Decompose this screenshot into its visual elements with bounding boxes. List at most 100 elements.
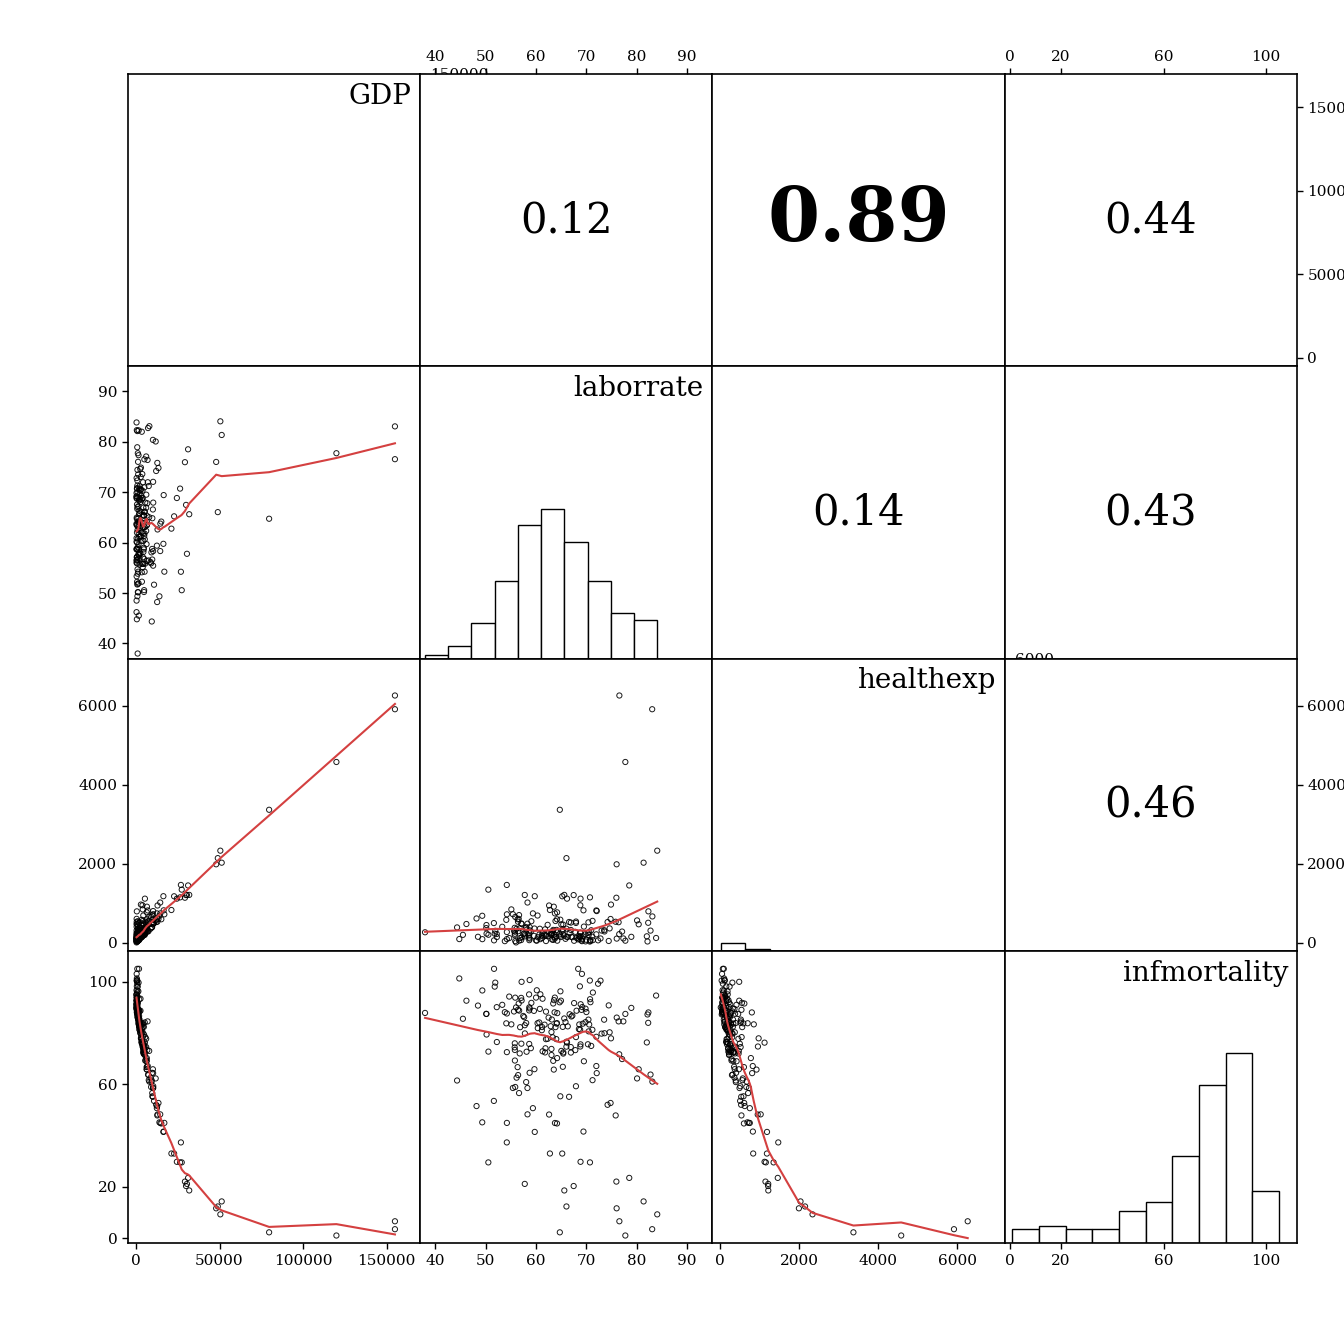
Point — [742, 1121, 763, 1142]
Point — [757, 1142, 778, 1164]
Point — [504, 917, 526, 938]
Point — [126, 926, 148, 948]
Point — [138, 415, 160, 437]
Point — [128, 930, 149, 952]
Point — [550, 909, 571, 930]
Point — [130, 478, 152, 500]
Point — [590, 927, 612, 949]
Point — [711, 1001, 732, 1023]
Point — [141, 548, 163, 570]
Point — [728, 1043, 750, 1064]
Point — [718, 1012, 739, 1034]
Point — [723, 1067, 745, 1089]
Point — [133, 1012, 155, 1034]
Point — [728, 1059, 750, 1081]
Point — [645, 927, 667, 949]
Bar — [1012, 1228, 1039, 1243]
Point — [138, 910, 160, 931]
Point — [582, 930, 603, 952]
Point — [716, 1032, 738, 1054]
Point — [551, 886, 573, 907]
Point — [134, 1044, 156, 1066]
Point — [126, 926, 148, 948]
Point — [613, 927, 634, 949]
Point — [758, 1173, 780, 1195]
Point — [593, 919, 614, 941]
Point — [133, 1016, 155, 1038]
Point — [712, 986, 734, 1008]
Point — [128, 464, 149, 485]
Point — [126, 550, 148, 571]
Point — [129, 482, 151, 504]
Point — [546, 909, 567, 930]
Point — [133, 922, 155, 943]
Point — [138, 507, 160, 528]
Point — [126, 997, 148, 1019]
Point — [126, 590, 148, 612]
Point — [325, 442, 347, 464]
Point — [554, 884, 575, 906]
Point — [466, 1095, 488, 1117]
Point — [136, 1047, 157, 1068]
Point — [544, 1113, 566, 1134]
Point — [719, 1007, 741, 1028]
Point — [146, 1105, 168, 1126]
Point — [145, 1094, 167, 1116]
Point — [570, 922, 591, 943]
Point — [523, 1000, 544, 1021]
Text: 0.44: 0.44 — [1105, 199, 1198, 241]
Point — [132, 480, 153, 501]
Point — [720, 1023, 742, 1044]
Point — [137, 1055, 159, 1077]
Point — [414, 922, 435, 943]
Point — [126, 930, 148, 952]
Point — [128, 927, 149, 949]
Point — [128, 1007, 149, 1028]
Bar — [449, 645, 472, 659]
Point — [126, 993, 148, 1015]
Point — [504, 921, 526, 942]
Point — [133, 1024, 155, 1046]
Point — [126, 499, 148, 520]
Point — [136, 1050, 157, 1071]
Point — [149, 586, 171, 607]
Point — [626, 910, 648, 931]
Point — [126, 527, 148, 548]
Point — [130, 926, 152, 948]
Point — [133, 1040, 155, 1062]
Point — [169, 1152, 191, 1173]
Point — [534, 1013, 555, 1035]
Point — [569, 1013, 590, 1035]
Point — [132, 922, 153, 943]
Point — [456, 991, 477, 1012]
Point — [723, 1042, 745, 1063]
Point — [633, 1191, 655, 1212]
Point — [957, 1211, 978, 1232]
Point — [126, 986, 148, 1008]
Point — [547, 930, 569, 952]
Point — [472, 929, 493, 950]
Point — [149, 1111, 171, 1133]
Point — [128, 1008, 149, 1030]
Point — [128, 1013, 149, 1035]
Point — [136, 915, 157, 937]
Point — [129, 1021, 151, 1043]
Point — [384, 699, 406, 720]
Point — [754, 1032, 775, 1054]
Bar — [720, 942, 746, 952]
Point — [325, 751, 347, 773]
Point — [179, 504, 200, 526]
Point — [722, 1064, 743, 1086]
Point — [722, 1023, 743, 1044]
Point — [715, 976, 737, 997]
Point — [513, 884, 535, 906]
Point — [507, 911, 528, 933]
Bar — [610, 613, 634, 659]
Point — [599, 909, 621, 930]
Point — [142, 911, 164, 933]
Point — [581, 1035, 602, 1056]
Point — [128, 1005, 149, 1027]
Point — [496, 921, 517, 942]
Point — [552, 1042, 574, 1063]
Point — [540, 923, 562, 945]
